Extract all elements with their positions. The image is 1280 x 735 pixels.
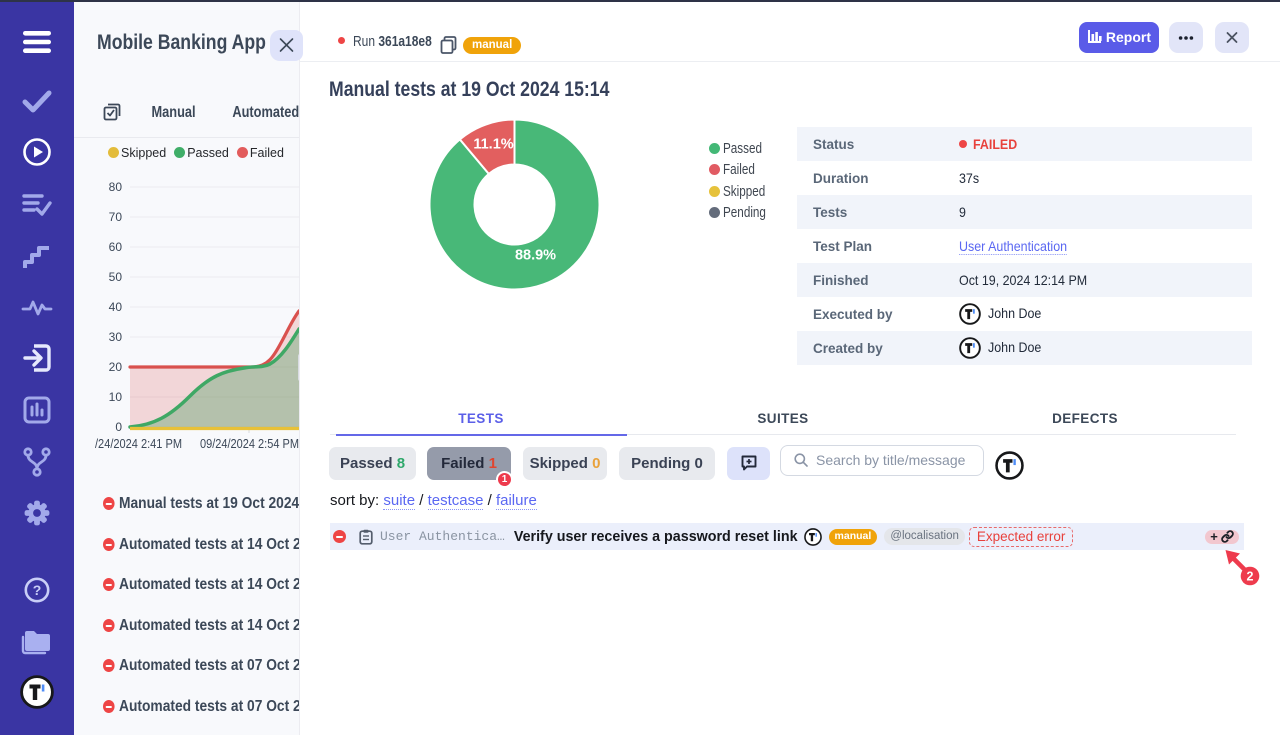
svg-text:60: 60: [109, 240, 123, 254]
svg-text:11.1%: 11.1%: [473, 137, 513, 153]
svg-text:0: 0: [115, 420, 122, 434]
svg-text:09/24/2024 2:54 PM: 09/24/2024 2:54 PM: [200, 437, 299, 451]
svg-text:?: ?: [33, 582, 42, 598]
svg-text:70: 70: [109, 210, 123, 224]
svg-text:88.9%: 88.9%: [515, 248, 556, 264]
svg-text:40: 40: [109, 300, 123, 314]
svg-text:10: 10: [109, 390, 123, 404]
svg-text:2: 2: [1247, 570, 1254, 584]
svg-text:30: 30: [109, 330, 123, 344]
svg-text:80: 80: [109, 180, 123, 194]
svg-text:/24/2024 2:41 PM: /24/2024 2:41 PM: [95, 437, 182, 451]
svg-text:20: 20: [109, 360, 123, 374]
svg-text:50: 50: [109, 270, 123, 284]
